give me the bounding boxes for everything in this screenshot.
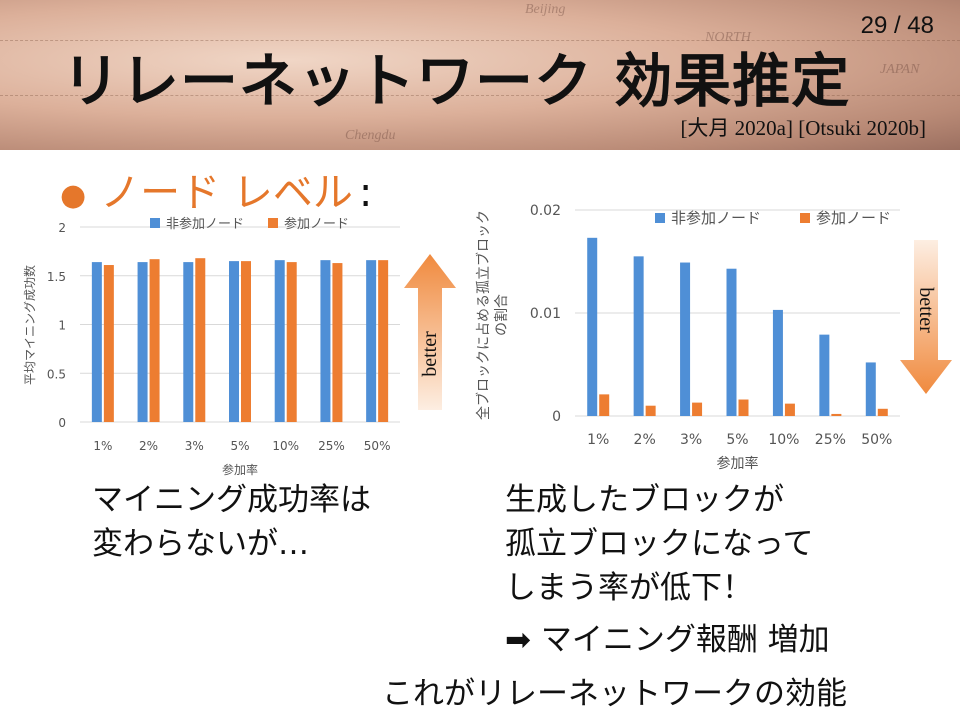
legend-swatch (800, 213, 810, 223)
bar-participant (103, 265, 114, 422)
bar-non-participant (680, 262, 691, 416)
x-tick-label: 5% (230, 439, 249, 453)
map-grid-line (0, 40, 960, 41)
y-axis-label: 全ブロックに占める孤立ブロック (475, 210, 492, 420)
bar-participant (877, 408, 888, 416)
left-caption-line: マイニング成功率は (92, 482, 371, 518)
left-caption: マイニング成功率は 変わらないが… (92, 478, 371, 566)
y-tick-label: 2 (58, 221, 66, 235)
y-tick-label: 0.5 (47, 367, 66, 381)
x-tick-label: 5% (726, 432, 748, 448)
map-word: JAPAN (880, 62, 920, 77)
right-caption-line: 孤立ブロックになって (505, 526, 814, 562)
legend-label: 非参加ノード (166, 216, 244, 232)
x-tick-label: 2% (139, 439, 158, 453)
bar-participant (241, 261, 251, 422)
x-tick-label: 50% (364, 439, 391, 453)
bar-non-participant (366, 260, 377, 422)
y-tick-label: 0 (58, 416, 66, 430)
bullet-text: ノード レベル (100, 170, 353, 216)
bar-non-participant (183, 262, 194, 422)
bullet-colon: : (358, 170, 373, 216)
chart-mining-success: 0 0.5 1 1.5 2 1% 2% 3% 5% 10% 25% 50% 参加率 平均マイニング成功数 非… (22, 216, 400, 477)
legend-label: 参加ノード (816, 209, 891, 227)
legend-label: 非参加ノード (671, 209, 761, 227)
bar-participant (692, 402, 703, 416)
bar-non-participant (726, 268, 737, 416)
citation: [大月 2020a] [Otsuki 2020b] (680, 116, 926, 140)
left-caption-line: 変わらないが… (92, 526, 309, 562)
map-word: Beijing (525, 2, 566, 17)
x-tick-label: 25% (815, 432, 846, 448)
bar-participant (332, 263, 343, 422)
bar-participant (286, 262, 297, 422)
page-number: 29 / 48 (860, 12, 934, 39)
better-down-arrow-icon: better (900, 240, 952, 394)
bar-non-participant (772, 309, 783, 416)
y-axis-label: の割合 (493, 294, 510, 336)
better-up-arrow-icon: better (404, 254, 456, 410)
right-arrow-label: better (915, 287, 937, 333)
bar-non-participant (137, 262, 148, 422)
bar-participant (378, 260, 389, 422)
bar-non-participant (633, 256, 644, 416)
x-tick-label: 50% (861, 432, 892, 448)
y-tick-label: 0.01 (530, 306, 561, 322)
x-axis-label: 参加率 (222, 462, 258, 477)
bar-non-participant (819, 334, 830, 416)
bullet-dot-icon: ● (60, 177, 87, 213)
bar-participant (599, 394, 610, 416)
conclusion: これがリレーネットワークの効能 (382, 676, 847, 712)
bar-participant (195, 258, 206, 422)
x-tick-label: 3% (185, 439, 204, 453)
map-word: NORTH (705, 30, 751, 45)
bar-non-participant (587, 237, 598, 416)
x-tick-label: 10% (768, 432, 799, 448)
legend-swatch (268, 218, 278, 228)
left-arrow-label: better (419, 331, 441, 377)
bullet-heading: ● ノード レベル: (60, 160, 372, 218)
bar-participant (149, 259, 160, 422)
legend-swatch (150, 218, 160, 228)
x-tick-label: 1% (587, 432, 609, 448)
slide-title: リレーネットワーク 効果推定 (62, 47, 851, 115)
right-caption-line: しまう率が低下！ (505, 570, 753, 606)
right-caption-line: 生成したブロックが (505, 482, 784, 518)
y-tick-label: 0.02 (530, 203, 561, 219)
x-tick-label: 2% (634, 432, 656, 448)
right-caption: 生成したブロックが 孤立ブロックになって しまう率が低下！ (505, 478, 813, 610)
x-tick-label: 1% (93, 439, 112, 453)
bar-non-participant (320, 260, 331, 422)
x-tick-label: 25% (318, 439, 345, 453)
legend-swatch (655, 213, 665, 223)
y-tick-label: 1.5 (47, 270, 66, 284)
bar-participant (784, 403, 795, 416)
y-tick-label: 1 (58, 319, 66, 333)
y-axis-label: 平均マイニング成功数 (22, 265, 37, 385)
x-tick-label: 10% (272, 439, 299, 453)
bar-participant (738, 399, 749, 416)
x-tick-label: 3% (680, 432, 702, 448)
y-tick-label: 0 (552, 409, 561, 425)
x-axis-label: 参加率 (717, 455, 759, 472)
chart-orphan-rate: 0 0.01 0.02 1% 2% 3% 5% 10% 25% 50% 参加率 全ブロックに占める孤立… (475, 203, 900, 472)
bar-participant (831, 413, 842, 416)
bar-non-participant (865, 362, 876, 416)
legend-label: 参加ノード (284, 216, 349, 232)
header-background: Beijing NORTH JAPAN Chengdu 29 / 48 リレーネ… (0, 0, 960, 150)
bar-participant (645, 405, 656, 416)
bar-non-participant (91, 262, 102, 422)
reward-increase-line: ➡ マイニング報酬 増加 (505, 622, 830, 658)
map-word: Chengdu (345, 128, 396, 143)
bar-non-participant (274, 260, 285, 422)
map-grid-line (0, 95, 960, 96)
bar-non-participant (229, 261, 239, 422)
